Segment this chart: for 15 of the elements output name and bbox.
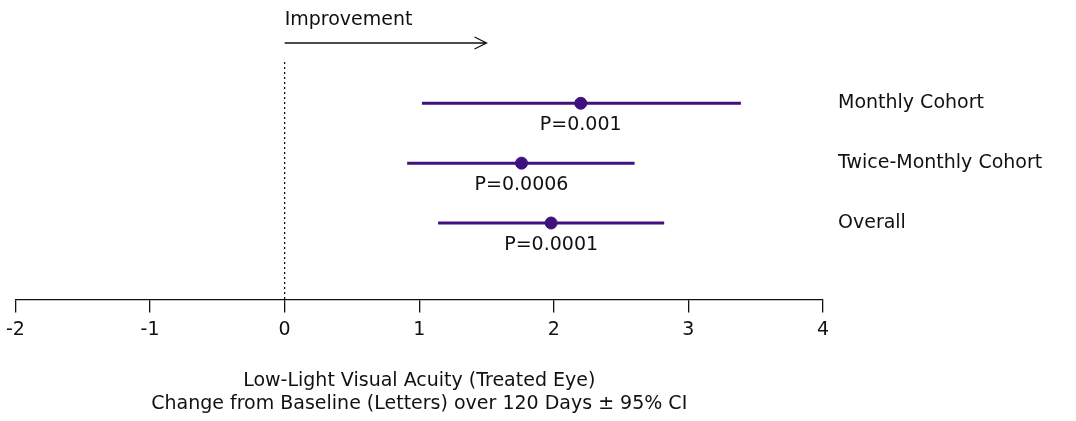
x-tick-label: 1 xyxy=(413,316,426,339)
x-tick-label: 2 xyxy=(547,316,560,339)
x-tick-label: 4 xyxy=(816,316,830,339)
x-tick-label: -2 xyxy=(6,316,25,339)
annotation: P=0.0006 xyxy=(474,172,569,195)
x-tick-label: 3 xyxy=(682,316,695,339)
x-tick-label: 0 xyxy=(278,316,291,339)
text: Improvement xyxy=(284,6,413,29)
annotation: P=0.0001 xyxy=(504,231,599,254)
x-axis-title: Low-Light Visual Acuity (Treated Eye) Change from Baseline (Letters) over 120 Days ± 95% CI xyxy=(151,367,688,413)
y-tick-label: Monthly Cohort xyxy=(838,90,984,113)
annotation: P=0.001 xyxy=(539,112,622,135)
y-tick-label: Twice-Monthly Cohort xyxy=(837,150,1043,173)
y-tick-label: Overall xyxy=(838,209,906,232)
x-tick-label: -1 xyxy=(140,316,160,339)
